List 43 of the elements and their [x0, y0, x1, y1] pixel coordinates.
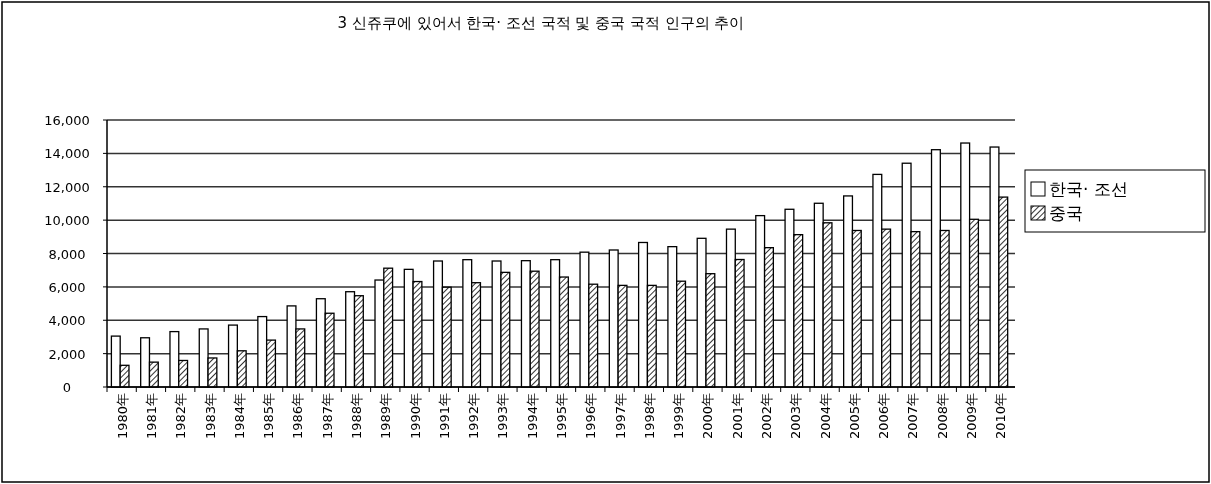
- y-tick-label: 14,000: [44, 146, 90, 162]
- x-tick-label: 2001年: [729, 393, 745, 440]
- x-tick-label: 1987年: [319, 393, 335, 440]
- y-tick-label: 0: [62, 380, 72, 395]
- x-tick-label: 1984年: [231, 393, 247, 440]
- x-tick-label: 1990年: [407, 393, 423, 440]
- x-tick-label: 1993年: [495, 393, 511, 440]
- x-tick-label: 1981年: [143, 393, 159, 440]
- x-tick-label: 1994年: [524, 393, 540, 440]
- x-tick-label: 1986年: [290, 393, 306, 440]
- y-tick-label: 12,000: [44, 179, 90, 195]
- y-tick-label: 6,000: [48, 279, 86, 295]
- y-tick-label: 4,000: [48, 313, 86, 329]
- x-tick-label: 1996年: [583, 393, 599, 440]
- y-tick-label: 16,000: [44, 113, 90, 128]
- x-tick-label: 1988年: [348, 393, 364, 440]
- x-tick-label: 1998年: [641, 393, 657, 440]
- x-tick-label: 1989年: [378, 393, 394, 440]
- y-tick-label: 2,000: [48, 346, 86, 362]
- x-tick-label: 1992年: [466, 393, 482, 440]
- legend-label: 한국· 조선: [1049, 179, 1128, 199]
- x-tick-label: 1997年: [612, 393, 628, 440]
- x-tick-label: 1995年: [554, 393, 569, 440]
- x-tick-label: 1980年: [114, 393, 130, 440]
- x-tick-label: 2010年: [993, 393, 1009, 440]
- x-tick-label: 2007年: [905, 393, 921, 440]
- x-tick-label: 2005年: [846, 393, 862, 440]
- x-tick-label: 1982年: [173, 393, 189, 440]
- x-tick-label: 2000年: [700, 393, 716, 440]
- y-tick-label: 10,000: [44, 213, 90, 229]
- x-tick-label: 2002年: [759, 393, 775, 440]
- x-tick-label: 1983年: [202, 393, 218, 440]
- x-tick-label: 1985年: [261, 393, 277, 440]
- x-tick-label: 2006年: [876, 393, 892, 440]
- x-tick-label: 1999年: [671, 393, 687, 440]
- x-tick-label: 2003年: [788, 393, 804, 440]
- legend-label: 중국: [1049, 203, 1083, 223]
- x-tick-label: 2009年: [964, 393, 980, 440]
- y-tick-label: 8,000: [48, 246, 86, 262]
- x-tick-label: 1991年: [436, 393, 452, 440]
- chart-title: 3 신쥬쿠에 있어서 한국· 조선 국적 및 중국 국적 인구의 추이: [337, 14, 745, 32]
- x-tick-label: 2008年: [934, 393, 950, 440]
- x-tick-label: 2004年: [817, 393, 833, 440]
